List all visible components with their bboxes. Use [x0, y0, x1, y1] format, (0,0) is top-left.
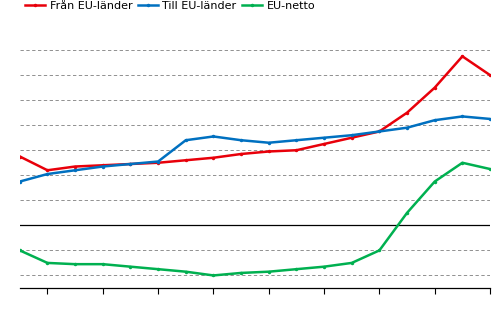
- EU-netto: [183, 270, 189, 274]
- EU-netto: [210, 274, 216, 277]
- EU-netto: [404, 211, 410, 215]
- Till EU-länder: [128, 162, 134, 166]
- EU-netto: [238, 271, 244, 275]
- Från EU-länder: [376, 130, 382, 133]
- Från EU-länder: [266, 150, 272, 153]
- Från EU-länder: [155, 161, 161, 165]
- EU-netto: [349, 261, 355, 265]
- Från EU-länder: [432, 86, 438, 90]
- EU-netto: [128, 265, 134, 269]
- Till EU-länder: [266, 141, 272, 145]
- Till EU-länder: [72, 168, 78, 172]
- Till EU-länder: [376, 130, 382, 133]
- Från EU-länder: [210, 156, 216, 160]
- Till EU-länder: [459, 115, 465, 118]
- Till EU-länder: [404, 126, 410, 130]
- Från EU-länder: [17, 155, 23, 158]
- EU-netto: [155, 267, 161, 271]
- Från EU-länder: [404, 111, 410, 115]
- Line: EU-netto: EU-netto: [18, 161, 492, 277]
- Till EU-länder: [294, 138, 299, 142]
- Till EU-länder: [432, 118, 438, 122]
- Från EU-länder: [459, 54, 465, 58]
- Från EU-länder: [100, 163, 106, 167]
- Från EU-länder: [128, 162, 134, 166]
- Till EU-länder: [100, 165, 106, 168]
- Till EU-länder: [183, 138, 189, 142]
- EU-netto: [45, 261, 50, 265]
- Från EU-länder: [321, 142, 327, 146]
- EU-netto: [294, 267, 299, 271]
- EU-netto: [321, 265, 327, 269]
- EU-netto: [459, 161, 465, 165]
- EU-netto: [100, 262, 106, 266]
- Till EU-länder: [238, 138, 244, 142]
- Till EU-länder: [321, 136, 327, 140]
- Line: Från EU-länder: Från EU-länder: [18, 54, 492, 172]
- Till EU-länder: [210, 135, 216, 138]
- Från EU-länder: [487, 73, 493, 77]
- EU-netto: [432, 180, 438, 183]
- EU-netto: [266, 270, 272, 274]
- Till EU-länder: [155, 160, 161, 163]
- EU-netto: [487, 167, 493, 171]
- EU-netto: [376, 249, 382, 252]
- Till EU-länder: [349, 133, 355, 137]
- EU-netto: [72, 262, 78, 266]
- Från EU-länder: [349, 136, 355, 140]
- Från EU-länder: [294, 148, 299, 152]
- Från EU-länder: [183, 158, 189, 162]
- Line: Till EU-länder: Till EU-länder: [18, 115, 492, 183]
- Legend: Från EU-länder, Till EU-länder, EU-netto: Från EU-länder, Till EU-länder, EU-netto: [25, 1, 315, 11]
- Till EU-länder: [17, 180, 23, 183]
- Från EU-länder: [238, 152, 244, 156]
- Till EU-länder: [487, 117, 493, 121]
- Från EU-länder: [72, 165, 78, 168]
- Från EU-länder: [45, 168, 50, 172]
- EU-netto: [17, 249, 23, 252]
- Till EU-länder: [45, 172, 50, 176]
